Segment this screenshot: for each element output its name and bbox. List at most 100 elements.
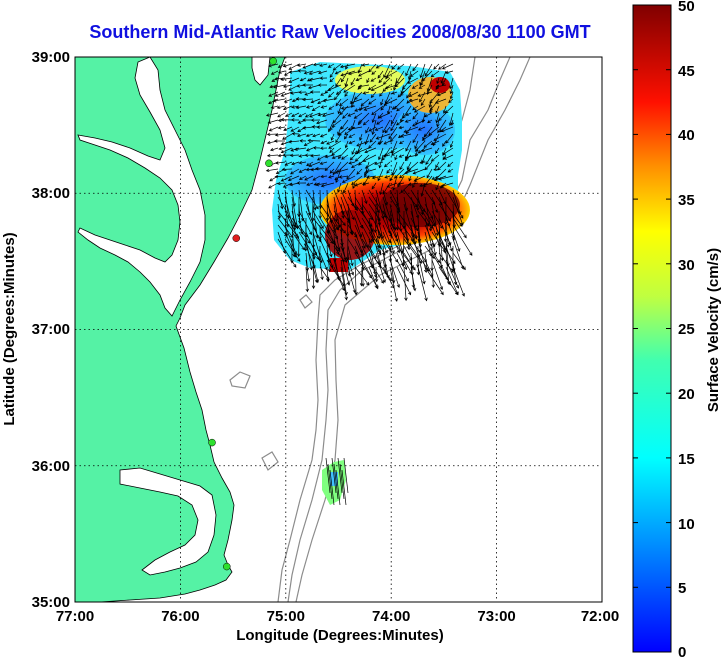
velocity-vector <box>417 91 433 97</box>
velocity-vector <box>326 231 341 252</box>
colorbar-tick-label: 35 <box>678 192 695 209</box>
velocity-vector <box>417 210 430 227</box>
velocity-vector <box>363 105 377 111</box>
velocity-vector <box>344 91 349 97</box>
velocity-vector <box>396 105 405 112</box>
velocity-vector <box>269 84 279 89</box>
velocity-vector <box>351 175 363 186</box>
velocity-vector <box>433 63 440 70</box>
velocity-vector <box>349 154 356 161</box>
velocity-vector <box>305 231 318 256</box>
plot-title: Southern Mid-Atlantic Raw Velocities 200… <box>89 22 591 42</box>
velocity-vector <box>400 133 412 138</box>
velocity-vector <box>335 133 342 143</box>
velocity-vector <box>354 105 370 112</box>
velocity-vector <box>343 457 349 494</box>
x-tick-labels: 77:00 76:00 75:00 74:00 73:00 72:00 <box>56 608 619 625</box>
velocity-vector <box>306 182 314 186</box>
velocity-vector <box>273 84 286 89</box>
velocity-vector <box>304 153 314 157</box>
velocity-vector <box>370 91 377 99</box>
velocity-vector <box>359 133 363 141</box>
velocity-vector <box>378 77 384 84</box>
velocity-vector <box>298 168 307 173</box>
velocity-vector <box>412 168 426 175</box>
velocity-vector <box>348 161 356 165</box>
velocity-vector <box>392 77 398 91</box>
velocity-vector <box>340 245 348 263</box>
velocity-vector <box>280 140 293 146</box>
velocity-vector <box>371 119 377 136</box>
velocity-vector <box>329 168 335 174</box>
velocity-vector <box>288 63 300 70</box>
velocity-vector <box>337 457 343 494</box>
velocity-vector <box>425 154 433 165</box>
velocity-vector <box>437 161 447 171</box>
velocity-vector <box>291 231 305 251</box>
velocity-vector <box>426 77 433 92</box>
chesapeake-bay <box>77 57 206 317</box>
velocity-vector <box>388 126 398 140</box>
velocity-vector <box>396 266 412 296</box>
velocity-vector <box>442 147 454 155</box>
velocity-vector <box>297 69 307 73</box>
velocity-vector <box>420 98 426 107</box>
velocity-vector <box>404 154 419 159</box>
velocity-vector <box>319 210 339 240</box>
velocity-vector <box>375 63 384 69</box>
velocity-vector <box>265 168 279 173</box>
velocity-vector <box>395 119 405 126</box>
velocity-vector <box>420 77 426 86</box>
velocity-vector <box>398 154 405 158</box>
velocity-vector <box>328 105 335 110</box>
velocity-vector <box>412 105 419 111</box>
velocity-vector <box>350 77 356 86</box>
velocity-vector <box>389 133 398 143</box>
velocity-vector <box>337 105 342 115</box>
velocity-vector <box>382 119 391 134</box>
velocity-vector <box>335 469 341 506</box>
velocity-vector <box>405 112 412 116</box>
velocity-vector <box>308 70 321 76</box>
velocity-vector <box>282 105 293 111</box>
velocity-vector <box>356 147 370 154</box>
velocity-vector <box>436 91 447 97</box>
velocity-vector <box>308 77 321 82</box>
velocity-vector <box>408 91 419 97</box>
velocity-vector <box>390 112 398 125</box>
velocity-vector <box>382 189 389 206</box>
station-marker <box>265 159 273 168</box>
velocity-vector <box>391 147 405 156</box>
velocity-vector <box>350 161 363 168</box>
velocity-vector <box>340 70 349 83</box>
velocity-vector <box>309 112 321 118</box>
velocity-vector <box>407 70 412 81</box>
velocity-vector <box>326 140 335 145</box>
velocity-vector <box>406 91 412 99</box>
x-axis-title: Longitude (Degrees:Minutes) <box>236 627 444 644</box>
velocity-vector <box>298 210 312 236</box>
velocity-vector <box>411 119 426 127</box>
velocity-vector <box>337 182 342 193</box>
velocity-vector <box>391 161 398 176</box>
x-tick-label: 75:00 <box>267 608 305 625</box>
velocity-vector <box>296 238 301 258</box>
velocity-vector <box>310 118 321 122</box>
x-tick-label: 74:00 <box>372 608 410 625</box>
velocity-vector <box>320 182 335 188</box>
velocity-vector <box>396 231 404 254</box>
velocity-vector <box>405 140 412 152</box>
colorbar-tick-label: 20 <box>678 386 695 403</box>
velocity-vector <box>417 266 428 302</box>
velocity-vector <box>307 138 321 143</box>
velocity-vector <box>376 119 384 125</box>
velocity-vector <box>266 140 279 145</box>
velocity-vector <box>319 63 328 67</box>
velocity-vector <box>278 146 286 151</box>
velocity-vector <box>452 231 461 252</box>
velocity-vector <box>374 126 384 131</box>
velocity-vector <box>277 203 282 219</box>
velocity-vector <box>377 140 384 145</box>
velocity-vector <box>417 224 422 243</box>
velocity-vector <box>298 189 305 222</box>
